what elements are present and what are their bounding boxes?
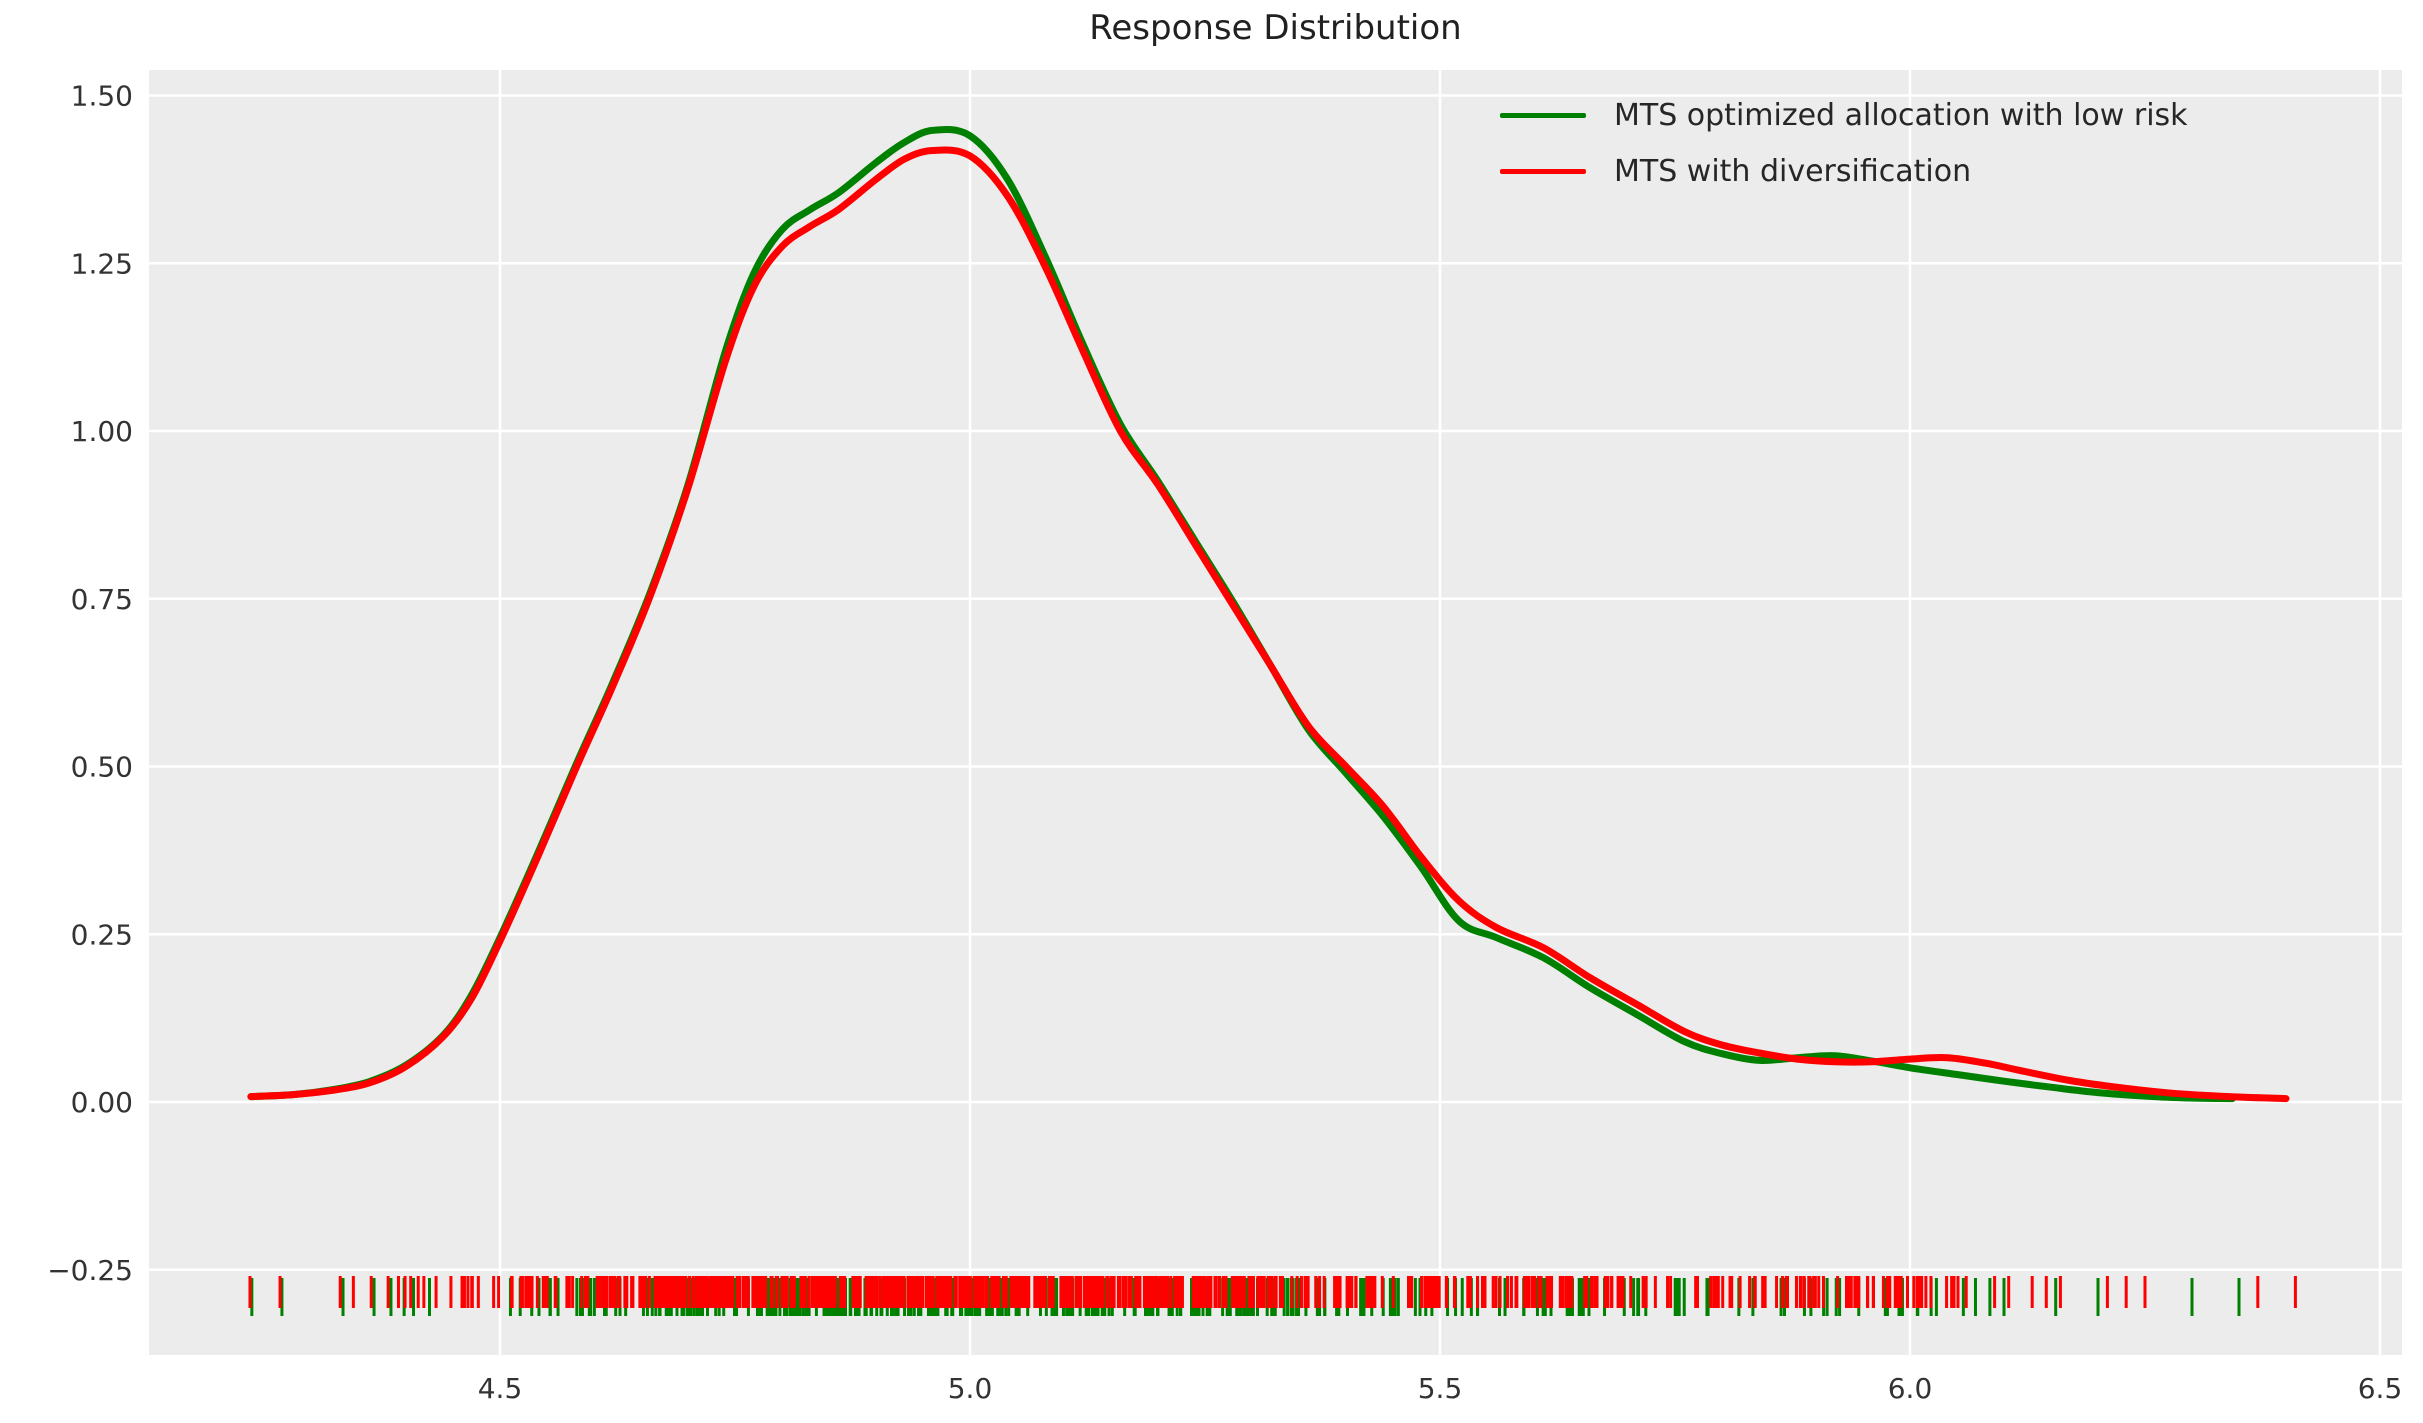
y-tick-label: 0.25 <box>71 918 133 951</box>
x-tick-label: 5.5 <box>1418 1372 1463 1405</box>
legend-label-green: MTS optimized allocation with low risk <box>1614 97 2188 133</box>
gridlines <box>149 70 2402 1355</box>
legend-line-green-icon <box>1500 112 1586 118</box>
y-tick-label: 1.25 <box>71 247 133 280</box>
y-tick-label: 0.75 <box>71 583 133 616</box>
tick-labels: 4.5 5.0 5.5 6.0 6.5 1.50 1.25 1.00 0.75 0.50 0.25 0… <box>47 80 2402 1406</box>
x-tick-label: 4.5 <box>478 1372 523 1405</box>
x-tick-label: 6.0 <box>1888 1372 1933 1405</box>
legend-label-red: MTS with diversification <box>1614 153 1972 189</box>
kde-curve-red <box>247 146 2290 1103</box>
legend: MTS optimized allocation with low risk M… <box>1500 94 2188 192</box>
legend-item-red: MTS with diversification <box>1500 150 2188 192</box>
y-tick-label: −0.25 <box>47 1254 133 1287</box>
chart-title: Response Distribution <box>1089 8 1462 48</box>
y-tick-label: 0.50 <box>71 751 133 784</box>
plot-background <box>149 70 2402 1355</box>
y-tick-label: 1.00 <box>71 415 133 448</box>
legend-item-green: MTS optimized allocation with low risk <box>1500 94 2188 136</box>
x-tick-label: 6.5 <box>2358 1372 2403 1405</box>
rug-red <box>248 1276 2297 1308</box>
y-tick-label: 0.00 <box>71 1086 133 1119</box>
x-tick-label: 5.0 <box>948 1372 993 1405</box>
legend-line-red-icon <box>1500 168 1586 174</box>
y-tick-label: 1.50 <box>71 80 133 113</box>
